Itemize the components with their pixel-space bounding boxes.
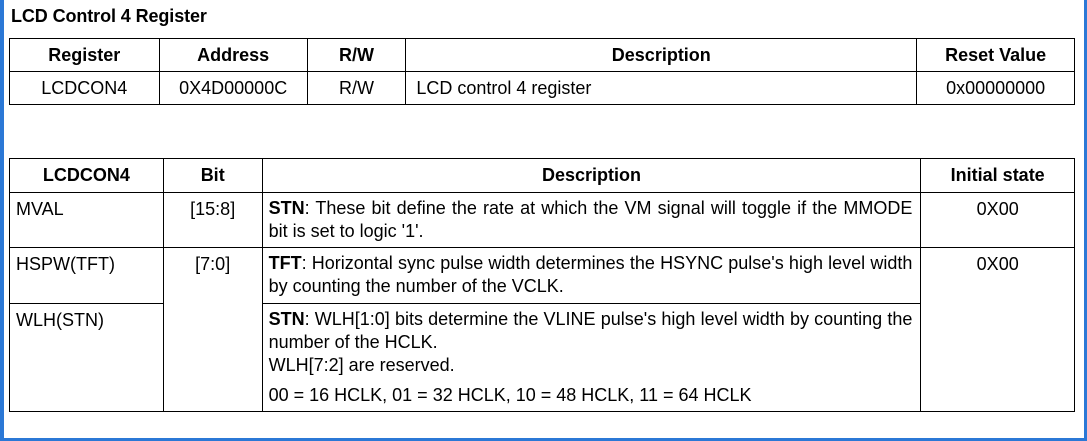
header-description: Description: [261, 158, 922, 193]
field-desc-label: STN: [268, 198, 305, 218]
cell-rw: R/W: [306, 71, 407, 105]
bitfield-table-header-row: LCDCON4 Bit Description Initial state: [9, 158, 1075, 193]
field-bits: [7:0]: [162, 247, 263, 412]
cell-reset-value: 0x00000000: [916, 71, 1075, 105]
table-row: WLH(STN) STN: WLH[1:0] bits determine th…: [9, 303, 1075, 412]
header-register: Register: [9, 38, 160, 72]
header-initial-state: Initial state: [920, 158, 1075, 193]
header-address: Address: [158, 38, 308, 72]
field-description: TFT: Horizontal sync pulse width determi…: [261, 247, 922, 304]
table-row: MVAL [15:8] STN: These bit define the ra…: [9, 192, 1075, 248]
section-title: LCD Control 4 Register: [11, 6, 207, 26]
table-row: LCDCON4 0X4D00000C R/W LCD control 4 reg…: [9, 71, 1075, 105]
field-desc-text: : Horizontal sync pulse width determines…: [268, 253, 913, 296]
field-desc-extra: WLH[7:2] are reserved.: [268, 355, 455, 375]
field-initial-state: 0X00: [920, 192, 1075, 248]
field-description: STN: WLH[1:0] bits determine the VLINE p…: [261, 303, 922, 412]
window-frame-right: [1084, 0, 1087, 441]
register-table: Register Address R/W Description Reset V…: [9, 38, 1075, 105]
field-desc-label: TFT: [268, 253, 302, 273]
field-name: HSPW(TFT): [9, 247, 164, 304]
field-bits: [15:8]: [162, 192, 263, 248]
header-description: Description: [405, 38, 918, 72]
field-desc-text: : These bit define the rate at which the…: [268, 198, 913, 241]
header-rw: R/W: [306, 38, 407, 72]
header-bit: Bit: [162, 158, 263, 193]
field-desc-label: STN: [268, 309, 305, 329]
cell-address: 0X4D00000C: [158, 71, 308, 105]
field-description: STN: These bit define the rate at which …: [261, 192, 922, 248]
window-frame-bottom: [0, 438, 1087, 441]
header-reset-value: Reset Value: [916, 38, 1075, 72]
field-desc-values: 00 = 16 HCLK, 01 = 32 HCLK, 10 = 48 HCLK…: [268, 385, 752, 405]
field-desc-text: : WLH[1:0] bits determine the VLINE puls…: [268, 309, 913, 352]
window-frame-left: [0, 0, 4, 441]
cell-description: LCD control 4 register: [405, 71, 918, 105]
cell-register: LCDCON4: [9, 71, 160, 105]
header-field: LCDCON4: [9, 158, 164, 193]
field-name: MVAL: [9, 192, 164, 248]
table-row: HSPW(TFT) [7:0] TFT: Horizontal sync pul…: [9, 247, 1075, 412]
field-initial-state: 0X00: [920, 247, 1075, 412]
bitfield-table: LCDCON4 Bit Description Initial state MV…: [9, 158, 1075, 412]
field-name: WLH(STN): [9, 303, 164, 412]
register-table-header-row: Register Address R/W Description Reset V…: [9, 38, 1075, 72]
